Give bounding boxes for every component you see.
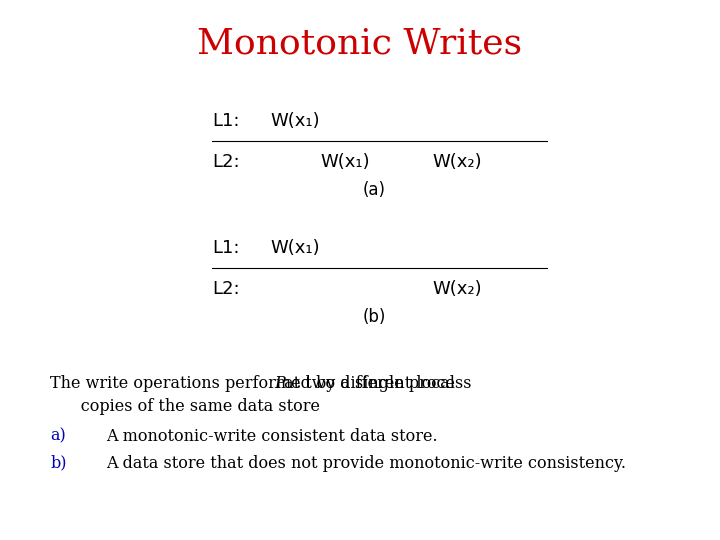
Text: W(x₂): W(x₂) — [432, 153, 482, 171]
Text: Monotonic Writes: Monotonic Writes — [197, 26, 523, 60]
Text: b): b) — [50, 455, 67, 472]
Text: W(x₁): W(x₁) — [320, 153, 370, 171]
Text: W(x₂): W(x₂) — [432, 280, 482, 298]
Text: P: P — [274, 375, 285, 392]
Text: L2:: L2: — [212, 280, 240, 298]
Text: (a): (a) — [363, 181, 386, 199]
Text: The write operations performed by a single process: The write operations performed by a sing… — [50, 375, 477, 392]
Text: A monotonic-write consistent data store.: A monotonic-write consistent data store. — [107, 428, 438, 445]
Text: L1:: L1: — [212, 112, 240, 131]
Text: W(x₁): W(x₁) — [270, 112, 320, 131]
Text: at two different local: at two different local — [279, 375, 454, 392]
Text: A data store that does not provide monotonic-write consistency.: A data store that does not provide monot… — [107, 455, 626, 472]
Text: L2:: L2: — [212, 153, 240, 171]
Text: (b): (b) — [363, 308, 386, 326]
Text: copies of the same data store: copies of the same data store — [50, 397, 320, 415]
Text: a): a) — [50, 428, 66, 445]
Text: W(x₁): W(x₁) — [270, 239, 320, 258]
Text: L1:: L1: — [212, 239, 240, 258]
